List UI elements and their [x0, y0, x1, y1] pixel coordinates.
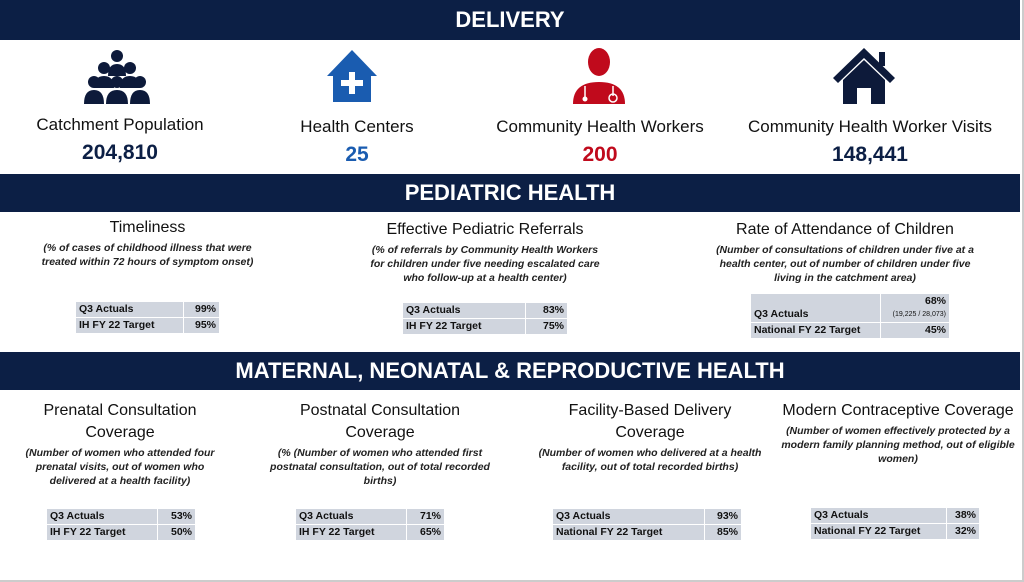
indicator-contraceptive: Modern Contraceptive Coverage (Number of… — [778, 400, 1018, 466]
row-label: IH FY 22 Target — [47, 525, 158, 540]
row-value: 38% — [946, 508, 979, 523]
indicator-desc: (% of cases of childhood illness that we… — [41, 242, 254, 268]
indicator-pediatric-referrals: Effective Pediatric Referrals (% of refe… — [370, 219, 600, 285]
indicator-table: Q3 Actuals 83% IH FY 22 Target 75% — [402, 302, 568, 335]
row-value: 99% — [183, 302, 219, 317]
indicator-attendance-children: Rate of Attendance of Children (Number o… — [715, 219, 975, 285]
indicator-table: Q3 Actuals 99% IH FY 22 Target 95% — [75, 301, 220, 334]
indicator-table: Q3 Actuals 53% IH FY 22 Target 50% — [46, 508, 196, 541]
indicator-table: Q3 Actuals 71% IH FY 22 Target 65% — [295, 508, 445, 541]
indicator-prenatal: Prenatal Consultation Coverage (Number o… — [20, 400, 220, 488]
row-label: Q3 Actuals — [811, 508, 946, 523]
stat-value: 25 — [345, 143, 369, 166]
indicator-facility-delivery: Facility-Based Delivery Coverage (Number… — [535, 400, 765, 474]
row-label: National FY 22 Target — [811, 524, 946, 539]
indicator-title: Facility-Based Delivery Coverage — [568, 402, 732, 441]
row-value: 68% — [924, 295, 946, 307]
house-icon — [833, 48, 895, 104]
row-label: Q3 Actuals — [553, 509, 704, 524]
stat-health-centers: Health Centers 25 — [257, 117, 457, 167]
stat-value: 204,810 — [82, 141, 158, 164]
row-label: Q3 Actuals — [47, 509, 158, 524]
indicator-title: Prenatal Consultation Coverage — [43, 402, 197, 441]
row-value: 53% — [158, 509, 195, 524]
row-value: 75% — [526, 319, 567, 334]
stat-value: 148,441 — [832, 143, 908, 166]
row-value: 32% — [946, 524, 979, 539]
health-center-icon — [327, 50, 377, 102]
stat-label: Community Health Workers — [496, 117, 704, 136]
indicator-title: Postnatal Consultation Coverage — [299, 402, 461, 441]
stat-catchment-population: Catchment Population 204,810 — [20, 115, 220, 165]
row-value: 93% — [704, 509, 741, 524]
indicator-table: Q3 Actuals 93% National FY 22 Target 85% — [552, 508, 742, 541]
indicator-desc: (% of referrals by Community Health Work… — [370, 244, 600, 284]
row-value: 95% — [183, 318, 219, 333]
indicator-desc: (Number of women who delivered at a heal… — [538, 447, 762, 473]
indicator-desc: (Number of women effectively protected b… — [781, 425, 1015, 465]
row-label: Q3 Actuals — [403, 303, 526, 318]
indicator-title: Timeliness — [109, 219, 186, 236]
stat-label: Catchment Population — [36, 115, 204, 134]
row-label: IH FY 22 Target — [403, 319, 526, 334]
stat-label: Community Health Worker Visits — [747, 117, 993, 136]
maternal-header: MATERNAL, NEONATAL & REPRODUCTIVE HEALTH — [0, 352, 1020, 390]
row-value: 45% — [880, 323, 949, 338]
row-label: Q3 Actuals — [296, 509, 407, 524]
indicator-title: Modern Contraceptive Coverage — [782, 402, 1014, 419]
row-value: 71% — [407, 509, 444, 524]
stat-community-health-workers: Community Health Workers 200 — [480, 117, 720, 167]
row-label: National FY 22 Target — [751, 323, 880, 338]
row-label: IH FY 22 Target — [296, 525, 407, 540]
row-label: National FY 22 Target — [553, 525, 704, 540]
row-value: 65% — [407, 525, 444, 540]
doctor-icon — [573, 48, 625, 104]
stat-chw-visits: Community Health Worker Visits 148,441 — [730, 117, 1010, 167]
pediatric-header: PEDIATRIC HEALTH — [0, 174, 1020, 212]
indicator-desc: (% (Number of women who attended first p… — [270, 447, 490, 487]
row-value: 85% — [704, 525, 741, 540]
stat-value: 200 — [582, 143, 618, 166]
indicator-desc: (Number of women who attended four prena… — [25, 447, 215, 487]
indicator-title: Effective Pediatric Referrals — [386, 221, 584, 238]
row-label: Q3 Actuals — [76, 302, 183, 317]
stat-label: Health Centers — [300, 117, 414, 136]
indicator-timeliness: Timeliness (% of cases of childhood illn… — [40, 217, 255, 269]
row-value: 50% — [158, 525, 195, 540]
row-label: Q3 Actuals — [751, 294, 880, 322]
indicator-postnatal: Postnatal Consultation Coverage (% (Numb… — [265, 400, 495, 488]
row-value: 83% — [526, 303, 567, 318]
indicator-table: Q3 Actuals 68% (19,225 / 28,073) National … — [750, 293, 950, 339]
people-group-icon — [84, 50, 150, 104]
row-detail: (19,225 / 28,073) — [892, 311, 946, 318]
indicator-desc: (Number of consultations of children und… — [716, 244, 974, 284]
indicator-title: Rate of Attendance of Children — [736, 221, 954, 238]
delivery-header: DELIVERY — [0, 0, 1020, 40]
row-label: IH FY 22 Target — [76, 318, 183, 333]
indicator-table: Q3 Actuals 38% National FY 22 Target 32% — [810, 507, 980, 540]
